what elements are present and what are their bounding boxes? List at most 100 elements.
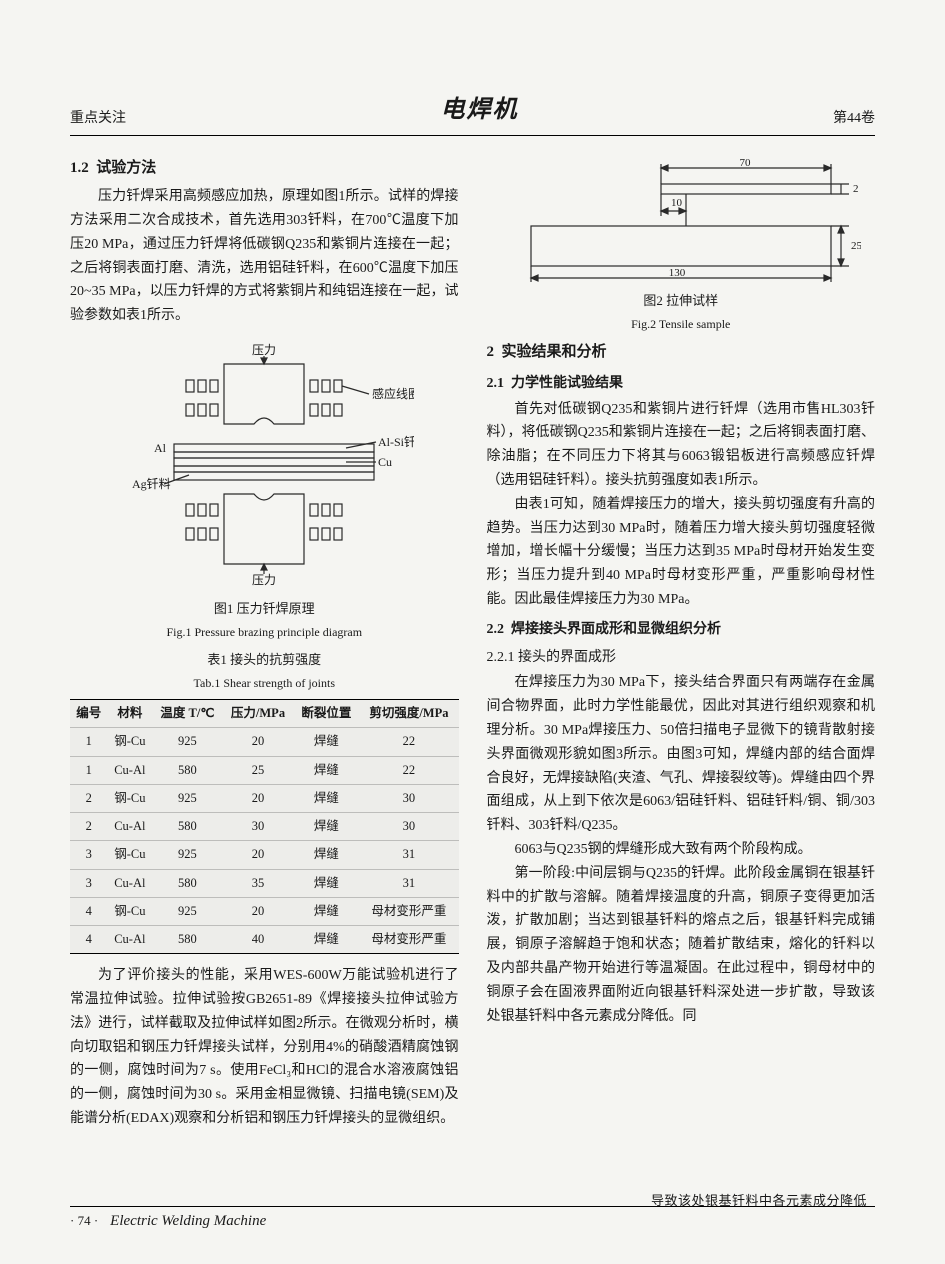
page-number: · 74 ·	[70, 1210, 98, 1232]
table-cell: 4	[70, 897, 108, 925]
table-cell: 925	[152, 784, 222, 812]
section-2-2-para2: 6063与Q235钢的焊缝形成大致有两个阶段构成。	[487, 838, 876, 862]
table-cell: Cu-Al	[108, 926, 153, 954]
table-cell: 焊缝	[293, 813, 359, 841]
table-cell: 31	[359, 869, 458, 897]
table-cell: 钢-Cu	[108, 841, 153, 869]
table-cell: 20	[223, 728, 294, 756]
svg-text:压力: 压力	[252, 343, 276, 357]
table-cell: 钢-Cu	[108, 728, 153, 756]
table-cell: 580	[152, 926, 222, 954]
table-cell: 钢-Cu	[108, 897, 153, 925]
table-cell: 580	[152, 869, 222, 897]
table-cell: 22	[359, 756, 458, 784]
overlay-caption: 导致该处银基钎料中各元素成分降低	[651, 1190, 867, 1212]
table-row: 2Cu-Al58030焊缝30	[70, 813, 459, 841]
table-header-cell: 编号	[70, 700, 108, 728]
table-1-title-en: Tab.1 Shear strength of joints	[70, 673, 459, 693]
volume-label: 第44卷	[833, 107, 875, 131]
table-cell: 4	[70, 926, 108, 954]
journal-title: 电焊机	[441, 90, 519, 131]
table-cell: 母材变形严重	[359, 897, 458, 925]
table-header-cell: 温度 T/℃	[152, 700, 222, 728]
right-column: 70 2 10 25 130 图2 拉伸试样 Fig.2 Tensile sam…	[487, 150, 876, 1131]
table-cell: 30	[223, 813, 294, 841]
table-cell: 580	[152, 756, 222, 784]
table-cell: 钢-Cu	[108, 784, 153, 812]
table-row: 3Cu-Al58035焊缝31	[70, 869, 459, 897]
table-cell: 30	[359, 784, 458, 812]
section-2-1-para2: 由表1可知，随着焊接压力的增大，接头剪切强度有升高的趋势。当压力达到30 MPa…	[487, 493, 876, 612]
table-cell: 1	[70, 756, 108, 784]
table-header-cell: 断裂位置	[293, 700, 359, 728]
table-row: 4钢-Cu92520焊缝母材变形严重	[70, 897, 459, 925]
table-1: 编号材料温度 T/℃压力/MPa断裂位置剪切强度/MPa 1钢-Cu92520焊…	[70, 699, 459, 954]
section-2-2-heading: 2.2 焊接接头界面成形和显微组织分析	[487, 618, 876, 642]
table-cell: 30	[359, 813, 458, 841]
table-cell: 20	[223, 841, 294, 869]
figure-2-caption-en: Fig.2 Tensile sample	[487, 314, 876, 334]
svg-text:Cu: Cu	[378, 455, 392, 469]
table-cell: 焊缝	[293, 926, 359, 954]
table-header-cell: 压力/MPa	[223, 700, 294, 728]
table-1-title-cn: 表1 接头的抗剪强度	[70, 649, 459, 671]
figure-2-diagram: 70 2 10 25 130	[501, 156, 861, 286]
table-cell: 925	[152, 728, 222, 756]
table-cell: 焊缝	[293, 756, 359, 784]
table-cell: Cu-Al	[108, 813, 153, 841]
table-row: 2钢-Cu92520焊缝30	[70, 784, 459, 812]
section-2-2-para3: 第一阶段:中间层铜与Q235的钎焊。此阶段金属铜在银基钎料中的扩散与溶解。随着焊…	[487, 862, 876, 1029]
svg-text:压力: 压力	[252, 573, 276, 587]
table-header-cell: 剪切强度/MPa	[359, 700, 458, 728]
table-cell: 22	[359, 728, 458, 756]
svg-text:感应线圈: 感应线圈	[372, 386, 414, 401]
section-2-1-para1: 首先对低碳钢Q235和紫铜片进行钎焊（选用市售HL303钎料），将低碳钢Q235…	[487, 398, 876, 493]
table-cell: 母材变形严重	[359, 926, 458, 954]
table-cell: 焊缝	[293, 728, 359, 756]
para-after-table: 为了评价接头的性能，采用WES-600W万能试验机进行了常温拉伸试验。拉伸试验按…	[70, 964, 459, 1131]
table-cell: 3	[70, 869, 108, 897]
svg-text:Al-Si钎料: Al-Si钎料	[378, 434, 414, 449]
table-cell: 40	[223, 926, 294, 954]
svg-text:25: 25	[851, 240, 861, 252]
table-cell: 焊缝	[293, 841, 359, 869]
table-row: 1钢-Cu92520焊缝22	[70, 728, 459, 756]
table-cell: 焊缝	[293, 869, 359, 897]
table-cell: 焊缝	[293, 784, 359, 812]
table-row: 1Cu-Al58025焊缝22	[70, 756, 459, 784]
svg-text:2: 2	[853, 183, 859, 195]
table-cell: 20	[223, 897, 294, 925]
table-cell: Cu-Al	[108, 756, 153, 784]
table-cell: 925	[152, 841, 222, 869]
svg-text:Ag钎料: Ag钎料	[132, 476, 171, 491]
figure-1-caption-en: Fig.1 Pressure brazing principle diagram	[70, 622, 459, 642]
table-cell: 31	[359, 841, 458, 869]
table-cell: 35	[223, 869, 294, 897]
left-column: 1.2 试验方法 压力钎焊采用高频感应加热，原理如图1所示。试样的焊接方法采用二…	[70, 150, 459, 1131]
header-section: 重点关注	[70, 107, 126, 131]
section-2-1-heading: 2.1 力学性能试验结果	[487, 372, 876, 396]
section-2-2-para1: 在焊接压力为30 MPa下，接头结合界面只有两端存在金属间合物界面，此时力学性能…	[487, 671, 876, 838]
section-1-2-para: 压力钎焊采用高频感应加热，原理如图1所示。试样的焊接方法采用二次合成技术，首先选…	[70, 185, 459, 328]
figure-1-caption-cn: 图1 压力钎焊原理	[70, 598, 459, 620]
table-cell: 2	[70, 784, 108, 812]
table-cell: 25	[223, 756, 294, 784]
svg-text:70: 70	[739, 157, 751, 169]
table-cell: 焊缝	[293, 897, 359, 925]
svg-text:Al: Al	[154, 441, 167, 455]
figure-2-caption-cn: 图2 拉伸试样	[487, 290, 876, 312]
table-cell: 2	[70, 813, 108, 841]
table-cell: 3	[70, 841, 108, 869]
section-2-2-1-heading: 2.2.1 接头的界面成形	[487, 646, 876, 670]
figure-1-diagram: 压力 压力 感应线圈 Al Al-Si钎料 Cu Ag钎料	[114, 334, 414, 594]
table-cell: 925	[152, 897, 222, 925]
svg-text:130: 130	[669, 267, 686, 279]
table-cell: 20	[223, 784, 294, 812]
table-header-cell: 材料	[108, 700, 153, 728]
section-1-2-heading: 1.2 试验方法	[70, 156, 459, 182]
footer-journal: Electric Welding Machine	[110, 1209, 266, 1235]
page-header: 重点关注 电焊机 第44卷	[70, 90, 875, 136]
table-row: 3钢-Cu92520焊缝31	[70, 841, 459, 869]
table-cell: 580	[152, 813, 222, 841]
table-cell: Cu-Al	[108, 869, 153, 897]
